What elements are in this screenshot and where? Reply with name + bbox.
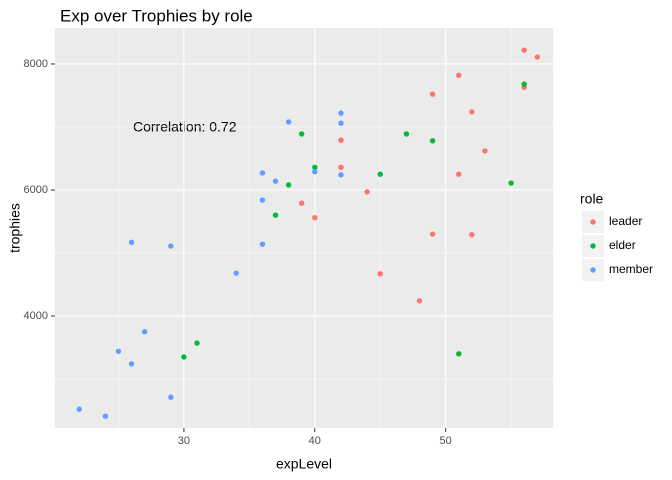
y-tick-label: 8000 bbox=[24, 58, 48, 70]
point bbox=[128, 361, 135, 367]
point bbox=[194, 340, 200, 346]
x-tick-label: 30 bbox=[178, 435, 190, 447]
chart-title: Exp over Trophies by role bbox=[60, 6, 253, 25]
point bbox=[377, 271, 383, 277]
point bbox=[508, 180, 514, 186]
x-tick-label: 50 bbox=[440, 435, 452, 447]
point bbox=[482, 148, 488, 154]
point bbox=[233, 270, 239, 276]
point bbox=[429, 231, 436, 237]
point bbox=[259, 170, 266, 176]
point bbox=[364, 189, 370, 195]
point bbox=[168, 394, 174, 400]
legend-marker bbox=[590, 219, 596, 225]
point bbox=[377, 171, 383, 177]
x-axis-title: expLevel bbox=[276, 456, 332, 472]
point bbox=[312, 169, 318, 175]
point bbox=[312, 214, 318, 221]
point bbox=[299, 200, 305, 206]
point bbox=[76, 406, 82, 412]
y-tick-label: 4000 bbox=[24, 310, 48, 322]
point bbox=[168, 243, 174, 249]
point bbox=[259, 241, 266, 247]
point bbox=[429, 138, 436, 144]
point bbox=[259, 197, 266, 203]
point bbox=[312, 164, 318, 170]
point bbox=[456, 72, 462, 79]
legend-label: member bbox=[609, 262, 653, 276]
y-axis-title: trophies bbox=[7, 203, 23, 253]
point bbox=[272, 178, 279, 184]
point bbox=[128, 239, 135, 245]
point bbox=[338, 172, 344, 178]
legend-label: elder bbox=[609, 238, 636, 252]
annotation: Correlation: 0.72 bbox=[133, 119, 237, 135]
point bbox=[521, 47, 527, 53]
point bbox=[429, 91, 436, 97]
legend-title: role bbox=[580, 191, 604, 207]
point bbox=[338, 110, 344, 116]
point bbox=[299, 131, 305, 137]
legend-label: leader bbox=[609, 214, 642, 228]
point bbox=[338, 120, 344, 126]
panel bbox=[55, 28, 553, 428]
point bbox=[521, 81, 527, 87]
point bbox=[115, 348, 122, 354]
point bbox=[338, 137, 344, 143]
point bbox=[534, 54, 540, 60]
point bbox=[285, 119, 292, 125]
point bbox=[403, 131, 410, 137]
point bbox=[456, 351, 462, 357]
point bbox=[272, 212, 279, 218]
legend-marker bbox=[590, 243, 596, 249]
point bbox=[469, 232, 475, 238]
point bbox=[102, 413, 109, 419]
point bbox=[338, 164, 344, 170]
y-tick-label: 6000 bbox=[24, 184, 48, 196]
point bbox=[469, 109, 475, 115]
point bbox=[181, 354, 187, 360]
point bbox=[456, 171, 462, 177]
point bbox=[285, 182, 292, 188]
x-tick-label: 40 bbox=[309, 435, 321, 447]
point bbox=[141, 329, 148, 335]
legend-marker bbox=[590, 267, 596, 273]
point bbox=[416, 298, 423, 304]
